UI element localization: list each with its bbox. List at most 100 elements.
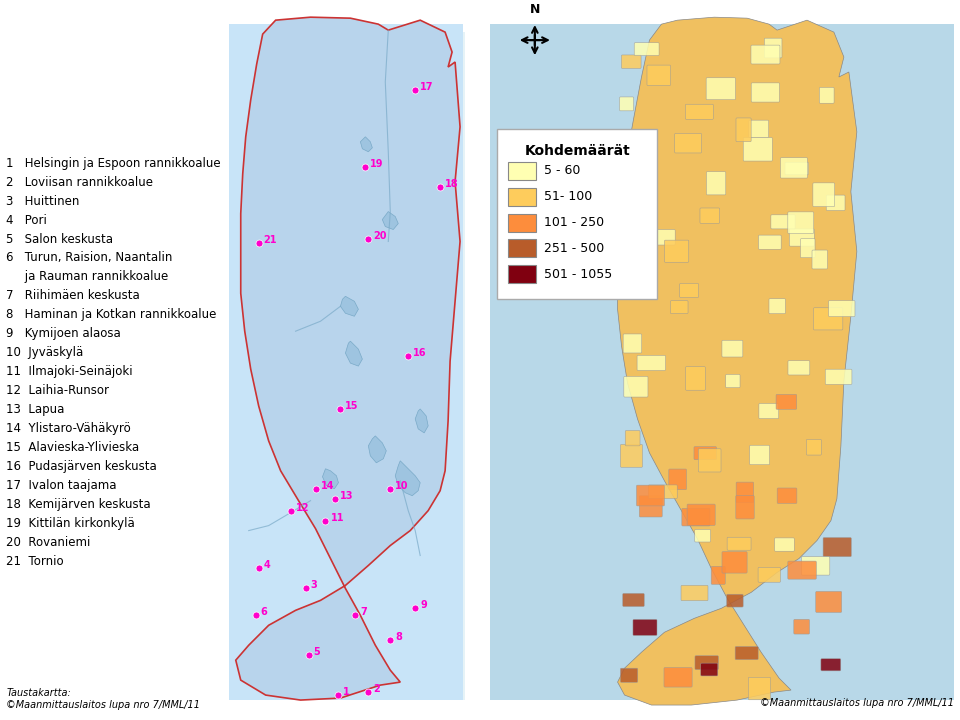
Bar [508, 162, 536, 180]
FancyBboxPatch shape [823, 538, 852, 557]
FancyBboxPatch shape [722, 341, 743, 357]
Polygon shape [346, 341, 362, 366]
FancyBboxPatch shape [788, 212, 814, 233]
Text: ja Rauman rannikkoalue: ja Rauman rannikkoalue [7, 271, 169, 284]
FancyBboxPatch shape [743, 138, 773, 161]
FancyBboxPatch shape [722, 552, 747, 573]
FancyBboxPatch shape [788, 361, 810, 375]
Polygon shape [341, 297, 358, 316]
Text: 16: 16 [413, 348, 426, 358]
Text: 17  Ivalon taajama: 17 Ivalon taajama [7, 479, 117, 492]
Text: 2: 2 [373, 684, 380, 694]
FancyBboxPatch shape [675, 133, 702, 153]
FancyBboxPatch shape [727, 594, 743, 607]
Text: 101 - 250: 101 - 250 [543, 216, 604, 229]
FancyBboxPatch shape [620, 444, 642, 467]
FancyBboxPatch shape [711, 567, 725, 585]
FancyBboxPatch shape [694, 446, 716, 459]
FancyBboxPatch shape [620, 668, 637, 683]
Text: 7: 7 [360, 608, 367, 617]
FancyBboxPatch shape [813, 183, 834, 207]
FancyBboxPatch shape [698, 449, 721, 472]
Polygon shape [369, 436, 386, 463]
Polygon shape [617, 17, 857, 705]
Text: 18  Kemijärven keskusta: 18 Kemijärven keskusta [7, 498, 151, 510]
Text: 9   Kymijoen alaosa: 9 Kymijoen alaosa [7, 327, 121, 341]
FancyBboxPatch shape [764, 38, 782, 58]
FancyBboxPatch shape [623, 593, 644, 606]
Text: 3: 3 [310, 580, 317, 590]
Text: 21: 21 [264, 235, 277, 246]
FancyBboxPatch shape [636, 485, 664, 506]
FancyBboxPatch shape [707, 78, 735, 99]
Text: 13: 13 [341, 491, 354, 500]
Text: 12: 12 [296, 503, 309, 513]
Text: 251 - 500: 251 - 500 [543, 242, 604, 255]
FancyBboxPatch shape [681, 585, 708, 600]
FancyBboxPatch shape [788, 561, 816, 579]
Text: 18: 18 [445, 179, 459, 189]
Text: 501 - 1055: 501 - 1055 [543, 268, 612, 281]
Text: 8   Haminan ja Kotkan rannikkoalue: 8 Haminan ja Kotkan rannikkoalue [7, 308, 217, 321]
FancyBboxPatch shape [619, 97, 634, 111]
Bar [508, 266, 536, 284]
Polygon shape [360, 137, 372, 152]
FancyBboxPatch shape [497, 129, 658, 300]
FancyBboxPatch shape [821, 659, 841, 671]
FancyBboxPatch shape [669, 469, 686, 490]
FancyBboxPatch shape [230, 32, 465, 700]
FancyBboxPatch shape [735, 495, 755, 519]
FancyBboxPatch shape [621, 55, 641, 68]
Text: 5: 5 [314, 647, 321, 657]
FancyBboxPatch shape [701, 663, 718, 676]
Text: 6   Turun, Raision, Naantalin: 6 Turun, Raision, Naantalin [7, 251, 173, 264]
Text: 1: 1 [344, 687, 350, 697]
FancyBboxPatch shape [685, 104, 713, 120]
FancyBboxPatch shape [639, 496, 662, 517]
FancyBboxPatch shape [750, 445, 770, 464]
FancyBboxPatch shape [802, 557, 829, 575]
FancyBboxPatch shape [625, 431, 640, 446]
FancyBboxPatch shape [735, 647, 758, 660]
FancyBboxPatch shape [623, 334, 641, 353]
FancyBboxPatch shape [633, 619, 657, 636]
FancyBboxPatch shape [812, 250, 828, 269]
Text: Kohdemäärät: Kohdemäärät [524, 144, 630, 158]
FancyBboxPatch shape [806, 439, 822, 455]
FancyBboxPatch shape [820, 87, 834, 103]
Text: N: N [530, 3, 540, 16]
Text: 20  Rovaniemi: 20 Rovaniemi [7, 536, 91, 549]
FancyBboxPatch shape [700, 208, 720, 223]
FancyBboxPatch shape [655, 230, 675, 245]
FancyBboxPatch shape [826, 369, 852, 384]
FancyBboxPatch shape [635, 42, 660, 55]
FancyBboxPatch shape [771, 215, 795, 229]
Text: 14: 14 [321, 481, 334, 491]
FancyBboxPatch shape [648, 485, 677, 498]
FancyBboxPatch shape [664, 240, 688, 262]
FancyBboxPatch shape [736, 118, 751, 142]
FancyBboxPatch shape [228, 24, 463, 700]
Polygon shape [236, 17, 460, 700]
Polygon shape [323, 469, 339, 489]
Text: 11  Ilmajoki-Seinäjoki: 11 Ilmajoki-Seinäjoki [7, 365, 133, 378]
FancyBboxPatch shape [707, 171, 726, 195]
Text: 11: 11 [330, 513, 344, 523]
FancyBboxPatch shape [769, 299, 785, 314]
Bar [508, 188, 536, 206]
FancyBboxPatch shape [751, 45, 780, 64]
Text: 5   Salon keskusta: 5 Salon keskusta [7, 233, 113, 246]
Text: 10  Jyväskylä: 10 Jyväskylä [7, 346, 84, 359]
Text: 12  Laihia-Runsor: 12 Laihia-Runsor [7, 384, 109, 397]
Text: 8: 8 [396, 632, 402, 642]
FancyBboxPatch shape [647, 65, 670, 86]
Text: 4   Pori: 4 Pori [7, 214, 47, 227]
FancyBboxPatch shape [827, 195, 845, 210]
Text: 19: 19 [371, 158, 384, 168]
FancyBboxPatch shape [785, 162, 808, 175]
Text: 3   Huittinen: 3 Huittinen [7, 194, 80, 207]
FancyBboxPatch shape [749, 678, 771, 700]
FancyBboxPatch shape [828, 300, 855, 317]
Text: 13  Lapua: 13 Lapua [7, 403, 65, 416]
Text: 2   Loviisan rannikkoalue: 2 Loviisan rannikkoalue [7, 176, 154, 189]
